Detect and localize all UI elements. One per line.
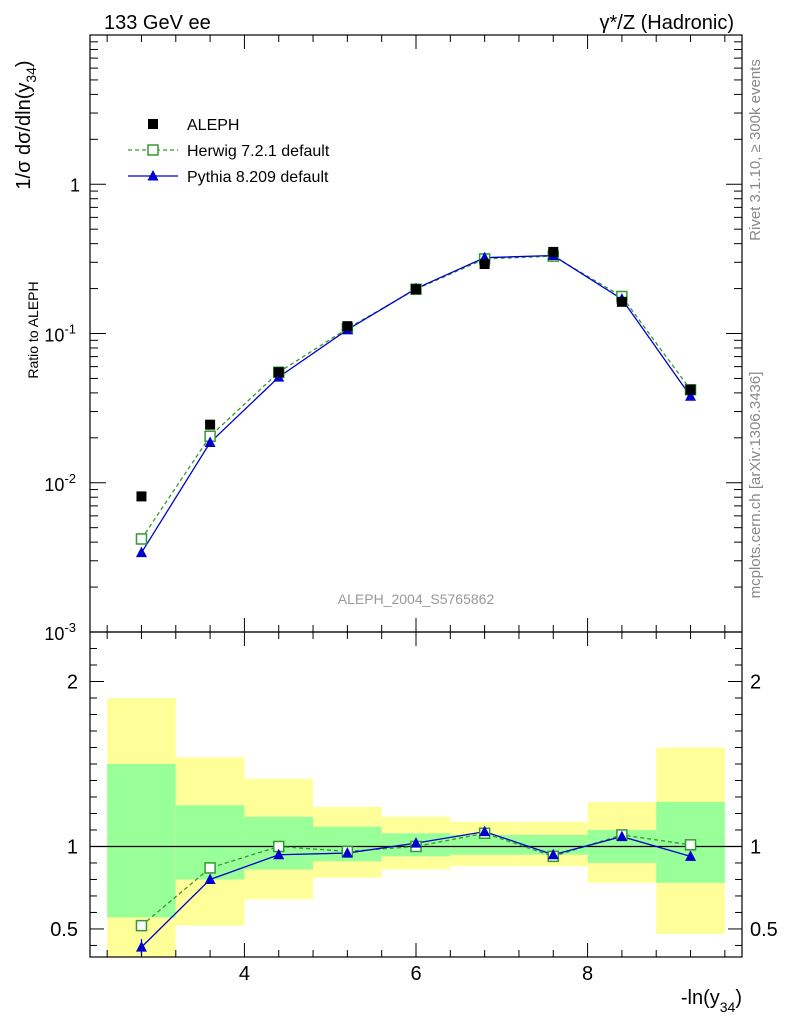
main-ytick-label: 1 xyxy=(70,175,80,195)
ratio-plot-series xyxy=(135,825,697,956)
xtick-label: 6 xyxy=(410,963,421,985)
ratio-ytick-label-right: 2 xyxy=(750,671,761,693)
legend-marker-aleph xyxy=(148,119,158,129)
ratio-band-inner-0 xyxy=(107,763,176,918)
pythia-ratio-point xyxy=(547,848,559,860)
pythia-main-point xyxy=(685,390,697,401)
pythia-ratio-point xyxy=(479,825,491,837)
xtick-label: 8 xyxy=(582,963,593,985)
herwig-ratio-point xyxy=(684,839,697,851)
pythia-main-point xyxy=(135,546,147,558)
pythia-main-line xyxy=(140,254,692,554)
aleph-data-point xyxy=(548,246,559,257)
rivet-version-label: Rivet 3.1.10, ≥ 300k events xyxy=(747,59,764,241)
ratio-ytick-label-right: 0.5 xyxy=(750,919,778,941)
ratio-ytick-label-left: 2 xyxy=(67,671,78,693)
herwig-ratio-point xyxy=(204,862,216,874)
herwig-main-line xyxy=(140,255,692,540)
ratio-ytick-label-left: 0.5 xyxy=(50,919,78,941)
ratio-band-inner-5 xyxy=(450,834,519,855)
legend: ALEPH Herwig 7.2.1 default Pythia 8.209 de… xyxy=(128,117,330,186)
aleph-data-point xyxy=(479,259,490,270)
ratio-y-axis-label: Ratio to ALEPH xyxy=(25,281,41,378)
legend-marker-pythia xyxy=(147,170,159,181)
aleph-data-point xyxy=(342,321,353,332)
pythia-ratio-point xyxy=(204,873,216,884)
main-plot-series xyxy=(135,246,697,558)
main-ytick-label: 10-1 xyxy=(44,322,76,346)
plot-title-left: 133 GeV ee xyxy=(104,12,211,34)
plot-title-right: γ*/Z (Hadronic) xyxy=(600,12,734,34)
xtick-label: 4 xyxy=(239,963,250,985)
main-ytick-label: 10-2 xyxy=(44,471,76,495)
pythia-main-point xyxy=(204,436,216,448)
legend-marker-herwig xyxy=(147,144,159,156)
ratio-ytick-label-left: 1 xyxy=(67,836,78,858)
legend-label: ALEPH xyxy=(187,117,239,134)
mcplots-label: mcplots.cern.ch [arXiv:1306.3436] xyxy=(747,372,764,599)
legend-label: Herwig 7.2.1 default xyxy=(187,143,330,160)
aleph-data-point xyxy=(273,367,284,378)
axis-ticks xyxy=(90,35,742,957)
aleph-data-point xyxy=(411,284,421,295)
aleph-data-point xyxy=(685,384,696,395)
ratio-uncertainty-bands xyxy=(107,697,725,957)
herwig-ratio-point xyxy=(135,919,148,932)
axis-tick-labels: 10-3 10-2 10-1 1 0.5 0.5 1 1 2 2 4 6 8 1/σ dσ/dln(y34… xyxy=(13,60,778,1015)
main-ytick-label: 10-3 xyxy=(44,620,76,644)
aleph-data-point xyxy=(616,296,627,307)
main-y-axis-label: 1/σ dσ/dln(y34) xyxy=(13,60,39,189)
analysis-label: ALEPH_2004_S5765862 xyxy=(338,591,495,607)
pythia-ratio-point xyxy=(273,848,285,860)
pythia-ratio-point xyxy=(685,850,697,861)
pythia-ratio-point xyxy=(410,837,422,848)
x-axis-label: -ln(y34) xyxy=(681,987,742,1015)
aleph-data-point xyxy=(205,419,216,430)
legend-label: Pythia 8.209 default xyxy=(187,169,329,186)
ratio-ytick-label-right: 1 xyxy=(750,836,761,858)
herwig-ratio-line xyxy=(141,832,691,927)
pythia-ratio-point xyxy=(341,847,353,858)
herwig-main-point xyxy=(135,533,148,545)
pythia-ratio-point xyxy=(616,830,628,842)
aleph-data-point xyxy=(136,491,147,502)
